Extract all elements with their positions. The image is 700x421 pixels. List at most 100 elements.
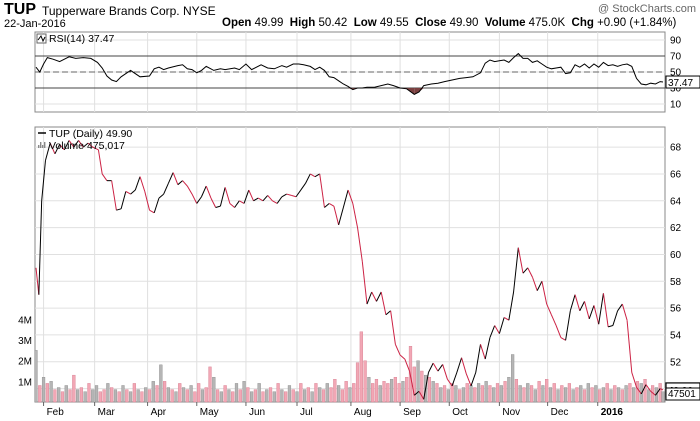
price-line-segment xyxy=(182,180,188,187)
price-line-segment xyxy=(116,208,122,211)
price-line-segment xyxy=(286,193,292,196)
price-line-segment xyxy=(626,320,633,373)
x-axis-month-label: Apr xyxy=(151,407,167,418)
volume-bar xyxy=(340,389,345,403)
price-line-segment xyxy=(413,390,420,396)
volume-bar xyxy=(431,381,435,403)
quote-summary: Open 49.99 High 50.42 Low 49.55 Close 49… xyxy=(222,17,676,29)
price-line-segment xyxy=(442,364,448,380)
price-line-segment xyxy=(49,142,56,155)
price-line-segment xyxy=(569,294,576,311)
price-line-segment xyxy=(621,303,628,321)
volume-bar xyxy=(514,379,519,403)
volume-bar xyxy=(280,389,284,403)
volume-bar xyxy=(560,385,564,403)
price-line-segment xyxy=(158,193,164,199)
volume-bar xyxy=(586,383,590,403)
volume-bar xyxy=(529,385,534,403)
volume-bar xyxy=(314,383,318,403)
price-line-segment xyxy=(399,354,406,360)
volume-bar xyxy=(151,381,155,403)
volume-bar xyxy=(658,383,662,403)
volume-bar xyxy=(348,387,352,403)
price-line-segment xyxy=(300,183,306,191)
price-line-segment xyxy=(97,149,103,175)
price-line-segment xyxy=(92,146,99,151)
volume-bar xyxy=(219,391,223,403)
volume-bar xyxy=(594,385,598,403)
volume-bar xyxy=(435,383,439,403)
volume-bar xyxy=(605,383,609,403)
price-line-segment xyxy=(333,206,340,226)
price-line-segment xyxy=(73,140,79,148)
price-line-segment xyxy=(432,362,439,372)
price-line-segment xyxy=(636,386,642,395)
price-line-segment xyxy=(361,261,368,305)
price-line-segment xyxy=(612,310,619,326)
volume-bar xyxy=(287,385,292,403)
price-line-segment xyxy=(281,193,287,198)
price-tick-label: 64 xyxy=(670,196,682,207)
volume-bar xyxy=(442,385,447,403)
price-line-segment xyxy=(593,305,600,325)
volume-bar xyxy=(575,387,579,403)
price-line-segment xyxy=(423,372,429,400)
price-line-segment xyxy=(584,301,590,319)
price-line-segment xyxy=(239,200,245,204)
x-axis-month-label: May xyxy=(200,407,219,418)
volume-bar xyxy=(238,389,242,403)
price-line-segment xyxy=(659,388,664,391)
price-line-segment xyxy=(328,203,335,207)
volume-bar xyxy=(507,377,511,403)
price-line-segment xyxy=(446,378,453,387)
volume-bar xyxy=(616,387,621,403)
price-line-segment xyxy=(522,267,529,274)
company-label: Tupperware Brands Corp. xyxy=(42,4,180,18)
low-label: Low xyxy=(353,17,377,29)
volume-bar xyxy=(234,383,239,403)
price-line-segment xyxy=(257,197,264,202)
volume-bar xyxy=(359,331,363,403)
volume-bar xyxy=(284,391,288,403)
company-name: Tupperware Brands Corp. NYSE xyxy=(42,4,216,18)
volume-bar xyxy=(401,381,405,403)
price-line-segment xyxy=(352,203,359,228)
price-tick-label: 62 xyxy=(670,223,682,234)
x-axis-month-label: Aug xyxy=(354,407,372,418)
price-line-segment xyxy=(253,197,259,202)
volume-bar xyxy=(488,385,492,403)
volume-bar xyxy=(563,387,568,403)
volume-legend-icon xyxy=(38,145,40,148)
volume-bar xyxy=(318,387,322,403)
price-line-segment xyxy=(234,200,240,208)
volume-bar xyxy=(465,383,469,403)
price-line-segment xyxy=(38,200,43,295)
price-line-segment xyxy=(489,325,496,338)
volume-bar xyxy=(163,381,167,403)
volume-bar xyxy=(155,385,159,403)
volume-bar xyxy=(223,385,227,403)
volume-bar xyxy=(325,383,329,403)
price-line-segment xyxy=(163,183,169,195)
price-line-segment xyxy=(120,191,127,209)
volume-bar xyxy=(242,381,246,403)
volume-bar xyxy=(499,385,503,403)
volume-bar xyxy=(601,387,606,403)
price-tick-label: 60 xyxy=(670,250,682,261)
price-line-segment xyxy=(63,140,70,151)
price-line-segment xyxy=(394,344,401,356)
volume-bar xyxy=(246,387,250,403)
volume-bar xyxy=(299,383,303,403)
price-line-segment xyxy=(579,301,585,312)
volume-bar xyxy=(140,391,144,403)
price-tick-label: 52 xyxy=(670,357,682,368)
volume-bar xyxy=(306,387,310,403)
price-line-segment xyxy=(295,189,302,198)
volume-bar xyxy=(416,360,420,403)
volume-bar xyxy=(389,379,394,403)
price-line-segment xyxy=(418,391,425,400)
volume-bar xyxy=(382,381,386,403)
volume-bar xyxy=(386,383,390,403)
volume-bar xyxy=(113,389,118,403)
price-line-segment xyxy=(536,281,543,291)
